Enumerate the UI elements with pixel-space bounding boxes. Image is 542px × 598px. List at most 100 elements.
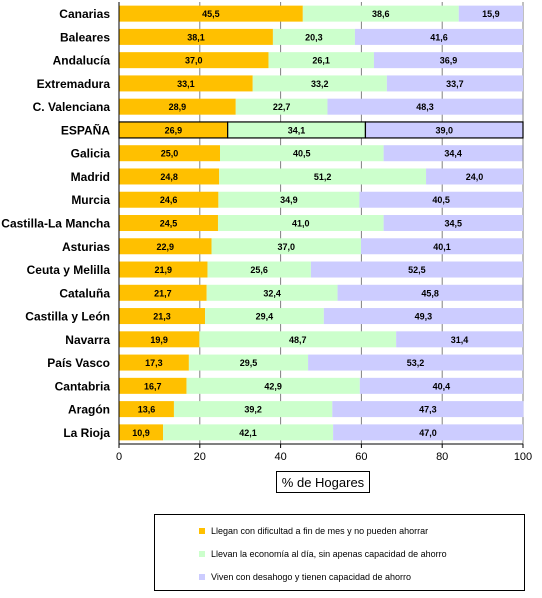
x-axis-title-text: % de Hogares: [281, 474, 365, 490]
bar-segment: [119, 424, 164, 441]
category-label: Madrid: [71, 170, 110, 184]
bar-segment: [206, 284, 338, 301]
bar-value-label: 51,2: [314, 172, 332, 182]
category-label: Navarra: [65, 333, 110, 347]
legend-item-dificultad: Llegan con dificultad a fin de mes y no …: [199, 525, 428, 537]
bar-segment: [220, 145, 384, 162]
bar-value-label: 24,0: [466, 172, 484, 182]
bar-segment: [119, 284, 207, 301]
bar-segment: [458, 5, 523, 22]
bar-value-label: 37,0: [277, 242, 295, 252]
bar-segment: [396, 331, 523, 348]
legend-label-al-dia: Llevan la economía al día, sin apenas ca…: [211, 549, 447, 559]
bar-value-label: 10,9: [132, 428, 150, 438]
category-label: Cantabria: [55, 379, 111, 393]
bar-segment: [219, 168, 427, 185]
bar-value-label: 42,1: [239, 428, 257, 438]
bar-value-label: 52,5: [408, 265, 426, 275]
bar-value-label: 21,9: [154, 265, 172, 275]
bar-value-label: 33,1: [177, 79, 195, 89]
legend-item-desahogo: Viven con desahogo y tienen capacidad de…: [199, 571, 411, 583]
bar-value-label: 24,8: [160, 172, 178, 182]
bar-segment: [119, 377, 187, 394]
bar-segment: [119, 191, 219, 208]
bar-value-label: 47,0: [419, 428, 437, 438]
bar-value-label: 38,6: [372, 9, 390, 19]
x-tick-label: 20: [194, 451, 206, 463]
bar-value-label: 37,0: [185, 56, 203, 66]
bar-segment: [119, 238, 212, 255]
bar-segment: [302, 5, 459, 22]
category-labels: Canarias Baleares Andalucía Extremadura C. V…: [1, 7, 110, 440]
bar-value-label: 48,3: [416, 102, 434, 112]
bar-value-label: 53,2: [407, 358, 425, 368]
bar-segment: [323, 308, 523, 325]
category-label: La Rioja: [63, 426, 110, 440]
bar-segment: [119, 52, 269, 69]
category-label: Andalucía: [53, 54, 111, 68]
bar-value-label: 48,7: [289, 335, 307, 345]
category-label: C. Valenciana: [33, 100, 111, 114]
bar-segment: [360, 238, 523, 255]
bar-value-label: 26,1: [312, 56, 330, 66]
bar-value-label: 26,9: [165, 125, 183, 135]
bar-segment: [119, 168, 220, 185]
bar-value-label: 19,9: [150, 335, 168, 345]
bar-value-label: 24,5: [160, 219, 178, 229]
bar-segment: [207, 261, 311, 278]
bar-segment: [218, 191, 360, 208]
bar-segment: [119, 5, 303, 22]
bar-segment: [354, 28, 523, 45]
bar-segment: [310, 261, 523, 278]
bar-value-label: 40,1: [433, 242, 451, 252]
bar-segment: [119, 354, 189, 371]
bar-value-label: 31,4: [451, 335, 469, 345]
bar-segment: [272, 28, 355, 45]
bar-segment: [359, 377, 523, 394]
bar-value-label: 33,2: [311, 79, 329, 89]
bar-value-label: 41,6: [430, 32, 448, 42]
bar-segment: [308, 354, 523, 371]
bar-segment: [333, 424, 523, 441]
bar-value-label: 39,0: [435, 125, 453, 135]
bar-segment: [119, 28, 273, 45]
legend-item-al-dia: Llevan la economía al día, sin apenas ca…: [199, 548, 447, 560]
bar-value-label: 45,8: [421, 288, 439, 298]
legend-swatch-dificultad: [199, 528, 205, 534]
category-label: Cataluña: [59, 286, 110, 300]
category-label: País Vasco: [47, 356, 110, 370]
bar-value-label: 34,9: [280, 195, 298, 205]
bar-segment: [173, 401, 333, 418]
bar-value-label: 25,0: [161, 149, 179, 159]
category-label: Asturias: [62, 240, 110, 254]
legend-label-desahogo: Viven con desahogo y tienen capacidad de…: [211, 572, 411, 582]
bar-value-label: 29,4: [256, 312, 274, 322]
bar-segment: [119, 331, 200, 348]
legend-swatch-desahogo: [199, 574, 205, 580]
bar-value-label: 49,3: [415, 312, 433, 322]
bar-value-label: 39,2: [244, 405, 262, 415]
x-axis: 0 20 40 60 80 100: [116, 2, 532, 463]
bar-value-label: 34,5: [445, 219, 463, 229]
category-label: Galicia: [71, 147, 111, 161]
bar-value-label: 29,5: [240, 358, 258, 368]
bar-segment: [268, 52, 374, 69]
bar-value-label: 13,6: [138, 405, 156, 415]
bar-segment: [217, 215, 384, 231]
category-label: Baleares: [60, 30, 110, 44]
bar-value-label: 41,0: [292, 219, 310, 229]
bar-value-label: 38,1: [187, 32, 205, 42]
bar-value-label: 47,3: [419, 405, 437, 415]
bar-segment: [119, 215, 218, 231]
bar-segment: [119, 75, 253, 92]
bar-value-label: 21,7: [154, 288, 172, 298]
legend-label-dificultad: Llegan con dificultad a fin de mes y no …: [211, 526, 429, 536]
bar-segment: [163, 424, 334, 441]
bar-value-label: 28,9: [169, 102, 187, 112]
x-tick-label: 60: [355, 451, 367, 463]
x-tick-label: 100: [514, 451, 532, 463]
bar-value-label: 25,6: [250, 265, 268, 275]
legend-swatch-al-dia: [199, 551, 205, 557]
bar-segment: [211, 238, 361, 255]
